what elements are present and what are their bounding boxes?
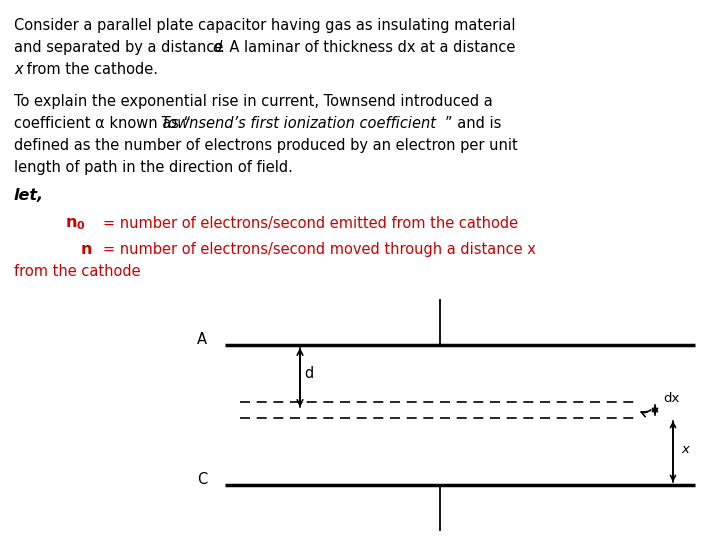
Text: = number of electrons/second emitted from the cathode: = number of electrons/second emitted fro…	[103, 216, 518, 231]
Text: d: d	[212, 40, 221, 55]
Text: coefficient α known as “: coefficient α known as “	[14, 116, 191, 131]
Text: C: C	[197, 471, 207, 487]
Text: A: A	[197, 332, 207, 347]
Text: length of path in the direction of field.: length of path in the direction of field…	[14, 160, 293, 175]
Text: Townsend’s first ionization coefficient: Townsend’s first ionization coefficient	[161, 116, 436, 131]
Text: = number of electrons/second moved through a distance x: = number of electrons/second moved throu…	[103, 242, 536, 257]
Text: let,: let,	[14, 188, 44, 203]
Text: d: d	[304, 366, 313, 381]
Text: $\mathbf{n}$: $\mathbf{n}$	[80, 242, 92, 257]
Text: ” and is: ” and is	[445, 116, 501, 131]
Text: from the cathode.: from the cathode.	[22, 62, 158, 77]
Text: from the cathode: from the cathode	[14, 264, 140, 279]
Text: dx: dx	[663, 392, 680, 404]
Text: . A laminar of thickness dx at a distance: . A laminar of thickness dx at a distanc…	[220, 40, 516, 55]
Text: x: x	[14, 62, 22, 77]
Text: x: x	[681, 443, 689, 456]
Text: and separated by a distance: and separated by a distance	[14, 40, 228, 55]
Text: Consider a parallel plate capacitor having gas as insulating material: Consider a parallel plate capacitor havi…	[14, 18, 516, 33]
Text: defined as the number of electrons produced by an electron per unit: defined as the number of electrons produ…	[14, 138, 518, 153]
Text: To explain the exponential rise in current, Townsend introduced a: To explain the exponential rise in curre…	[14, 94, 492, 109]
Text: $\mathbf{n_0}$: $\mathbf{n_0}$	[65, 216, 86, 232]
